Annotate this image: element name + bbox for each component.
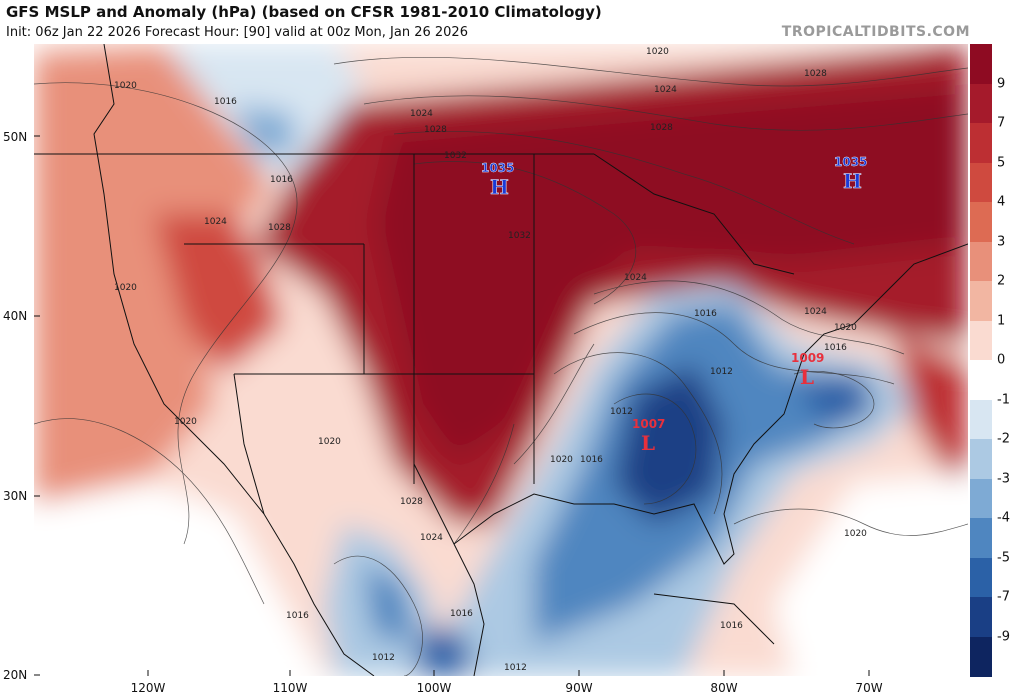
- isobar-labels: 1020 1016 1016 1020 1024 1024 1028 1028 …: [114, 47, 867, 673]
- lon-label: 110W: [272, 681, 308, 695]
- isobar-label: 1032: [444, 151, 467, 161]
- lat-label: 20N: [3, 668, 28, 682]
- isobar-label: 1032: [508, 231, 531, 241]
- colorbar-segment: [970, 162, 992, 203]
- colorbar-segment: [970, 399, 992, 440]
- coastlines: [34, 44, 968, 676]
- isobar-label: 1024: [624, 273, 647, 283]
- colorbar: [970, 44, 992, 677]
- map-title: GFS MSLP and Anomaly (hPa) (based on CFS…: [6, 3, 602, 21]
- isobar-label: 1012: [610, 407, 633, 417]
- anomaly-map: 1020 1016 1016 1020 1024 1024 1028 1028 …: [34, 44, 968, 676]
- pressure-centers: 1035 H 1035 H 1007 L 1009 L: [481, 155, 868, 455]
- lat-label: 40N: [3, 309, 28, 323]
- colorbar-label: -5: [997, 550, 1010, 565]
- colorbar-label: 2: [997, 273, 1006, 289]
- colorbar-segment: [970, 478, 992, 519]
- colorbar-label: -3: [997, 471, 1010, 486]
- colorbar-label: -9: [997, 629, 1010, 644]
- low-center-letter: L: [800, 365, 814, 389]
- colorbar-segment: [970, 281, 992, 321]
- isobar-label: 1024: [654, 85, 677, 95]
- colorbar-segment: [970, 83, 992, 124]
- high-center-value: 1035: [481, 161, 514, 175]
- isobar-label: 1020: [646, 47, 669, 57]
- isobar-label: 1012: [504, 663, 527, 673]
- colorbar-label: -7: [997, 589, 1010, 605]
- isobar-label: 1028: [400, 497, 423, 507]
- colorbar-label: -1: [997, 392, 1010, 407]
- lon-label: 100W: [416, 681, 452, 695]
- isobar-label: 1016: [214, 97, 237, 107]
- brand-watermark: TROPICALTIDBITS.COM: [781, 24, 970, 40]
- isobar-label: 1012: [710, 367, 733, 377]
- colorbar-segment: [970, 202, 992, 242]
- isobar-label: 1016: [694, 309, 717, 319]
- high-center-letter: H: [843, 169, 862, 193]
- isobar-label: 1020: [114, 81, 137, 91]
- low-center-value: 1007: [632, 417, 665, 431]
- colorbar-label: 0: [997, 352, 1006, 368]
- isobar-label: 1020: [114, 283, 137, 293]
- colorbar-segment: [970, 44, 992, 84]
- colorbar-segment: [970, 439, 992, 479]
- lon-label: 80W: [710, 681, 738, 695]
- isobar-label: 1020: [174, 417, 197, 427]
- colorbar-segment: [970, 557, 992, 598]
- lat-label: 30N: [3, 489, 28, 503]
- lat-label: 50N: [3, 130, 28, 144]
- map-subtitle: Init: 06z Jan 22 2026 Forecast Hour: [90…: [6, 25, 468, 40]
- isobar-label: 1020: [834, 323, 857, 333]
- isobar-label: 1024: [204, 217, 227, 227]
- isobar-label: 1016: [720, 621, 743, 631]
- isobar-label: 1016: [580, 455, 603, 465]
- isobar-label: 1024: [410, 109, 433, 119]
- colorbar-label: 3: [997, 234, 1006, 249]
- lon-label: 70W: [855, 681, 883, 695]
- colorbar-segment: [970, 636, 992, 677]
- isobar-label: 1028: [650, 123, 673, 133]
- colorbar-label: 5: [997, 155, 1006, 170]
- colorbar-segment: [970, 320, 992, 361]
- low-center-letter: L: [641, 431, 655, 455]
- isobar-label: 1016: [824, 343, 847, 353]
- isobar-label: 1020: [844, 529, 867, 539]
- colorbar-label: 4: [997, 194, 1006, 210]
- colorbar-segment: [970, 360, 992, 400]
- colorbar-label: -4: [997, 510, 1010, 526]
- isobar-label: 1028: [424, 125, 447, 135]
- lon-label: 90W: [565, 681, 593, 695]
- colorbar-segment: [970, 241, 992, 282]
- low-center-value: 1009: [791, 351, 824, 365]
- colorbar-label: 9: [997, 76, 1006, 91]
- colorbar-segment: [970, 518, 992, 558]
- colorbar-segment: [970, 123, 992, 163]
- isobar-label: 1012: [372, 653, 395, 663]
- isobar-label: 1028: [268, 223, 291, 233]
- isobar-label: 1016: [270, 175, 293, 185]
- isobar-lines: [34, 56, 968, 676]
- colorbar-label: 1: [997, 313, 1006, 328]
- high-center-letter: H: [490, 175, 509, 199]
- isobar-label: 1028: [804, 69, 827, 79]
- isobar-label: 1016: [286, 611, 309, 621]
- isobar-label: 1024: [804, 307, 827, 317]
- colorbar-label: -2: [997, 431, 1010, 447]
- isobar-label: 1020: [550, 455, 573, 465]
- colorbar-segment: [970, 597, 992, 637]
- anomaly-field: [34, 44, 968, 676]
- graticule: [34, 135, 870, 676]
- lon-label: 120W: [130, 681, 166, 695]
- isobar-label: 1020: [318, 437, 341, 447]
- colorbar-label: 7: [997, 115, 1006, 131]
- high-center-value: 1035: [834, 155, 867, 169]
- isobar-label: 1024: [420, 533, 443, 543]
- isobar-label: 1016: [450, 609, 473, 619]
